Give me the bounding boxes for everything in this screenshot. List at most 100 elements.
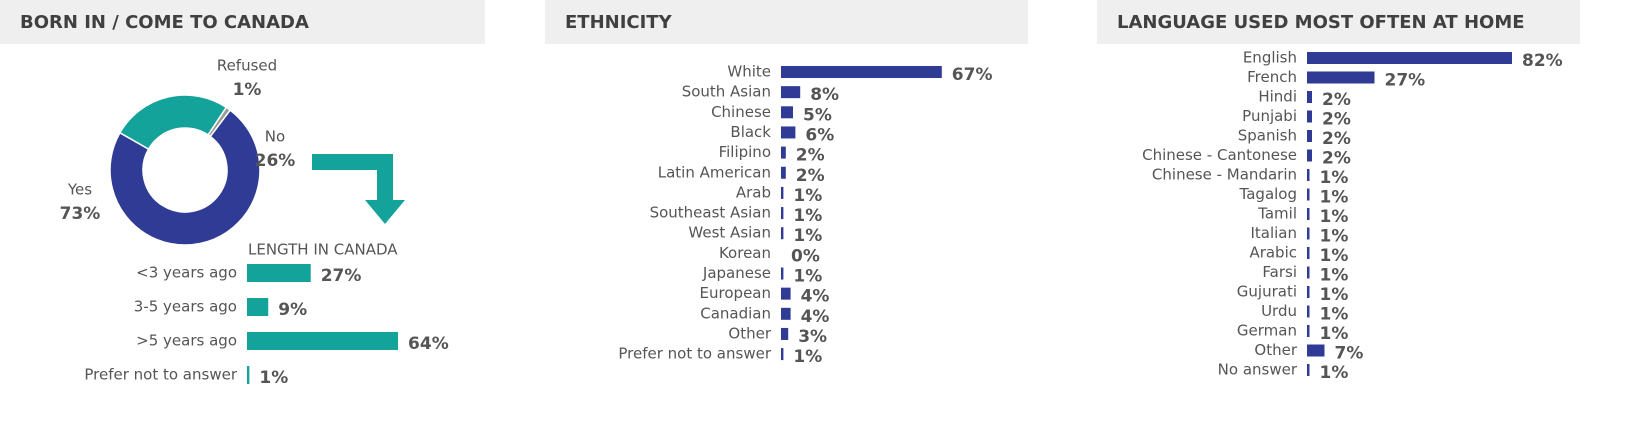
category-label: Italian [1250, 224, 1297, 242]
value-label: 6% [805, 125, 834, 145]
bar [781, 287, 791, 300]
category-label: Black [730, 123, 771, 141]
bar [1307, 130, 1312, 142]
category-label: Southeast Asian [650, 204, 771, 222]
bar [781, 166, 786, 179]
value-label: 1% [1320, 246, 1349, 266]
arrow-head [365, 200, 405, 224]
panel-title: ETHNICITY [565, 12, 673, 33]
value-label: 1% [793, 226, 822, 246]
value-label: 9% [278, 300, 307, 320]
category-label: Chinese - Mandarin [1152, 166, 1297, 184]
category-label: European [700, 284, 771, 302]
category-label: Urdu [1261, 302, 1297, 320]
category-label: French [1247, 68, 1297, 86]
bar [781, 86, 801, 99]
category-label: Gujurati [1237, 283, 1297, 301]
bar [781, 227, 784, 240]
header-bg [1097, 0, 1580, 44]
value-label: 1% [259, 368, 288, 388]
category-label: Punjabi [1242, 107, 1297, 125]
value-label: 1% [793, 347, 822, 367]
panel-title: LANGUAGE USED MOST OFTEN AT HOME [1117, 12, 1525, 33]
category-label: Other [728, 324, 771, 342]
header-bg [545, 0, 1028, 44]
bar [781, 126, 796, 139]
category-label: Tagalog [1239, 185, 1297, 203]
value-label: 2% [1322, 90, 1351, 110]
bar [1307, 188, 1310, 201]
bar [1307, 52, 1512, 64]
value-label: 5% [803, 105, 832, 125]
bar [781, 327, 789, 340]
panel-title: BORN IN / COME TO CANADA [20, 12, 309, 33]
bar [1307, 110, 1312, 123]
value-label: 67% [952, 65, 993, 85]
slice-label: Refused [217, 57, 277, 75]
bar [1307, 266, 1310, 279]
category-label: <3 years ago [136, 264, 237, 282]
category-label: Chinese [711, 103, 771, 121]
category-label: Korean [719, 244, 771, 262]
category-label: West Asian [688, 224, 771, 242]
value-label: 2% [796, 146, 825, 166]
value-label: 1% [1320, 305, 1349, 325]
bar [781, 186, 784, 199]
slice-label: No [265, 128, 285, 146]
value-label: 0% [791, 246, 820, 266]
category-label: No answer [1218, 361, 1298, 379]
category-label: Farsi [1262, 263, 1297, 281]
bar [1307, 364, 1310, 376]
category-label: White [727, 63, 771, 81]
bar [1307, 149, 1312, 162]
value-label: 2% [1322, 110, 1351, 130]
subtitle: LENGTH IN CANADA [248, 241, 398, 259]
category-label: Other [1254, 341, 1297, 359]
category-label: Prefer not to answer [84, 366, 237, 384]
arrow [312, 154, 393, 200]
category-label: Arabic [1249, 244, 1297, 262]
category-label: German [1237, 322, 1297, 340]
value-label: 4% [801, 307, 830, 327]
category-label: English [1243, 49, 1297, 67]
value-label: 1% [793, 206, 822, 226]
category-label: Japanese [702, 264, 771, 282]
bar [247, 264, 311, 282]
value-label: 1% [1320, 363, 1349, 383]
bar [781, 146, 786, 159]
category-label: >5 years ago [136, 332, 237, 350]
donut-slice [207, 106, 232, 138]
value-label: 27% [321, 266, 362, 286]
value-label: 3% [798, 327, 827, 347]
bar [1307, 227, 1310, 240]
category-label: Filipino [719, 143, 771, 161]
value-label: 27% [1385, 71, 1426, 91]
slice-value: 1% [233, 80, 262, 100]
category-label: Prefer not to answer [618, 345, 771, 363]
bar [1307, 344, 1325, 357]
bar [247, 298, 269, 316]
bar [1307, 71, 1375, 84]
donut-slice [118, 94, 228, 151]
value-label: 2% [796, 166, 825, 186]
value-label: 1% [1320, 285, 1349, 305]
value-label: 2% [1322, 129, 1351, 149]
category-label: Canadian [700, 304, 771, 322]
value-label: 4% [801, 287, 830, 307]
slice-value: 73% [60, 204, 101, 224]
header-bg [0, 0, 485, 44]
value-label: 1% [1320, 207, 1349, 227]
value-label: 1% [1320, 324, 1349, 344]
category-label: Arab [736, 183, 771, 201]
value-label: 8% [810, 85, 839, 105]
slice-label: Yes [67, 181, 92, 199]
bar [247, 366, 250, 384]
bar [247, 332, 399, 350]
bar [1307, 325, 1310, 337]
value-label: 1% [793, 267, 822, 287]
bar [1307, 169, 1310, 181]
value-label: 2% [1322, 149, 1351, 169]
bar [781, 348, 784, 361]
